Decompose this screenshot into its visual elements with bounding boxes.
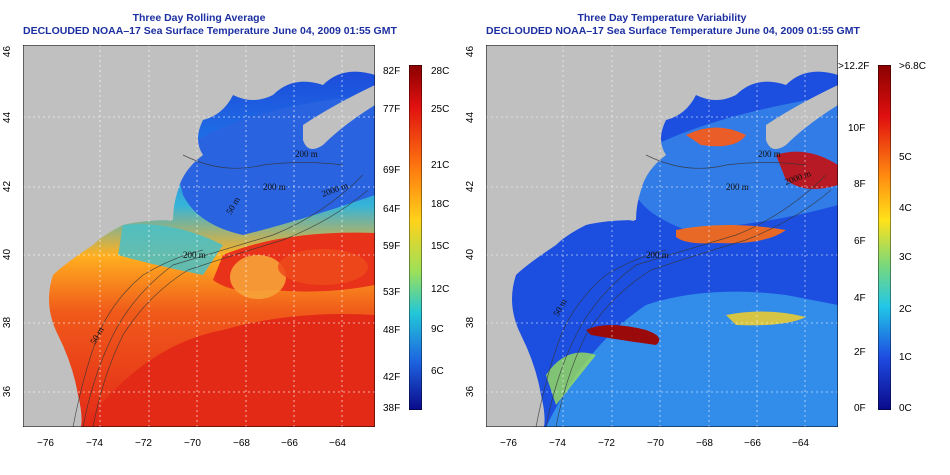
right-cb-f-4: 4F [854, 293, 866, 304]
left-lat-46: 46 [2, 45, 14, 58]
left-lon-70: −70 [184, 438, 201, 449]
left-cb-f-7: 42F [383, 372, 401, 383]
left-contour-label-2: 200 m [263, 182, 286, 192]
right-cb-f-3: 6F [854, 236, 866, 247]
right-hotspot-2 [686, 127, 746, 147]
right-cb-c-1: 5C [899, 152, 912, 163]
right-title-line2: DECLOUDED NOAA–17 Sea Surface Temperatur… [486, 25, 860, 37]
right-lon-70: −70 [647, 438, 664, 449]
right-title-line1: Three Day Temperature Variability [577, 12, 747, 24]
left-lat-42: 42 [2, 180, 14, 193]
right-cb-c-2: 4C [899, 203, 912, 214]
left-title-line2: DECLOUDED NOAA–17 Sea Surface Temperatur… [23, 25, 397, 37]
right-cb-f-6: 0F [854, 403, 866, 414]
right-cb-c-4: 2C [899, 304, 912, 315]
right-lon-66: −66 [744, 438, 761, 449]
left-lat-36: 36 [2, 385, 14, 398]
left-lon-66: −66 [281, 438, 298, 449]
right-lon-72: −72 [598, 438, 615, 449]
right-cb-c-3: 3C [899, 252, 912, 263]
right-lat-46: 46 [465, 45, 477, 58]
right-contours [535, 154, 832, 427]
right-hotspot-4 [676, 225, 786, 244]
left-cb-f-4: 59F [383, 241, 401, 252]
left-contour-label-1: 200 m [295, 149, 318, 159]
right-cb-c-5: 1C [899, 352, 912, 363]
left-cb-c-4: 15C [431, 241, 450, 252]
left-cb-c-1: 25C [431, 104, 450, 115]
left-contour-label-4: 200 m [183, 250, 206, 260]
right-hotspot-band [586, 325, 660, 345]
right-cb-f-2: 8F [854, 179, 866, 190]
left-long-island [115, 211, 173, 223]
left-cb-c-2: 21C [431, 160, 450, 171]
left-lon-76: −76 [37, 438, 54, 449]
right-colorbar [878, 65, 891, 410]
right-cb-f-1: 10F [848, 123, 866, 134]
right-green-streaks [546, 352, 596, 405]
right-hotspot-3 [776, 151, 838, 189]
right-light-blue-1 [546, 291, 838, 427]
left-contours [72, 154, 369, 427]
left-lon-74: −74 [86, 438, 103, 449]
right-contour-label-4: 200 m [646, 250, 669, 260]
left-cb-f-1: 77F [383, 104, 401, 115]
left-gridlines [23, 45, 375, 427]
right-cb-f-5: 2F [854, 347, 866, 358]
left-warm-core [83, 314, 375, 427]
right-cb-c-0: >6.8C [899, 61, 926, 72]
right-lat-36: 36 [465, 385, 477, 398]
left-lat-38: 38 [2, 316, 14, 329]
left-cb-f-6: 48F [383, 325, 401, 336]
right-lat-44: 44 [465, 111, 477, 124]
left-sst-map: 200 m 200 m 50 m 200 m 2000 m 50 m [23, 45, 375, 427]
left-lon-72: −72 [135, 438, 152, 449]
right-yellow-streak [726, 311, 806, 326]
left-lon-68: −68 [233, 438, 250, 449]
left-cb-f-8: 38F [383, 403, 401, 414]
left-warm-eddy2 [278, 249, 368, 285]
right-contour-label-1: 200 m [758, 149, 781, 159]
right-long-island [578, 211, 636, 223]
right-lon-64: −64 [792, 438, 809, 449]
left-cb-c-7: 6C [431, 366, 444, 377]
left-colorbar [409, 65, 422, 410]
left-lon-64: −64 [329, 438, 346, 449]
right-lat-40: 40 [465, 248, 477, 261]
right-variability-map: 200 m 200 m 2000 m 200 m 50 m [486, 45, 838, 427]
left-lat-44: 44 [2, 111, 14, 124]
left-cb-f-2: 69F [383, 165, 401, 176]
right-lon-68: −68 [696, 438, 713, 449]
right-contour-label-2: 200 m [726, 182, 749, 192]
right-lat-38: 38 [465, 316, 477, 329]
left-cb-c-6: 9C [431, 324, 444, 335]
left-cb-c-5: 12C [431, 284, 450, 295]
left-cb-f-5: 53F [383, 287, 401, 298]
right-land [486, 45, 838, 427]
left-lat-40: 40 [2, 248, 14, 261]
right-lon-74: −74 [549, 438, 566, 449]
left-cb-f-0: 82F [383, 66, 401, 77]
left-cb-f-3: 64F [383, 204, 401, 215]
right-lon-76: −76 [500, 438, 517, 449]
left-cb-c-3: 18C [431, 199, 450, 210]
left-title-line1: Three Day Rolling Average [132, 12, 266, 24]
left-land [23, 45, 375, 427]
left-cb-c-0: 28C [431, 66, 450, 77]
right-lat-42: 42 [465, 180, 477, 193]
right-gridlines [486, 45, 838, 427]
right-cb-c-6: 0C [899, 403, 912, 414]
right-cb-f-0: >12.2F [838, 61, 870, 72]
left-warm-eddy [230, 255, 286, 299]
